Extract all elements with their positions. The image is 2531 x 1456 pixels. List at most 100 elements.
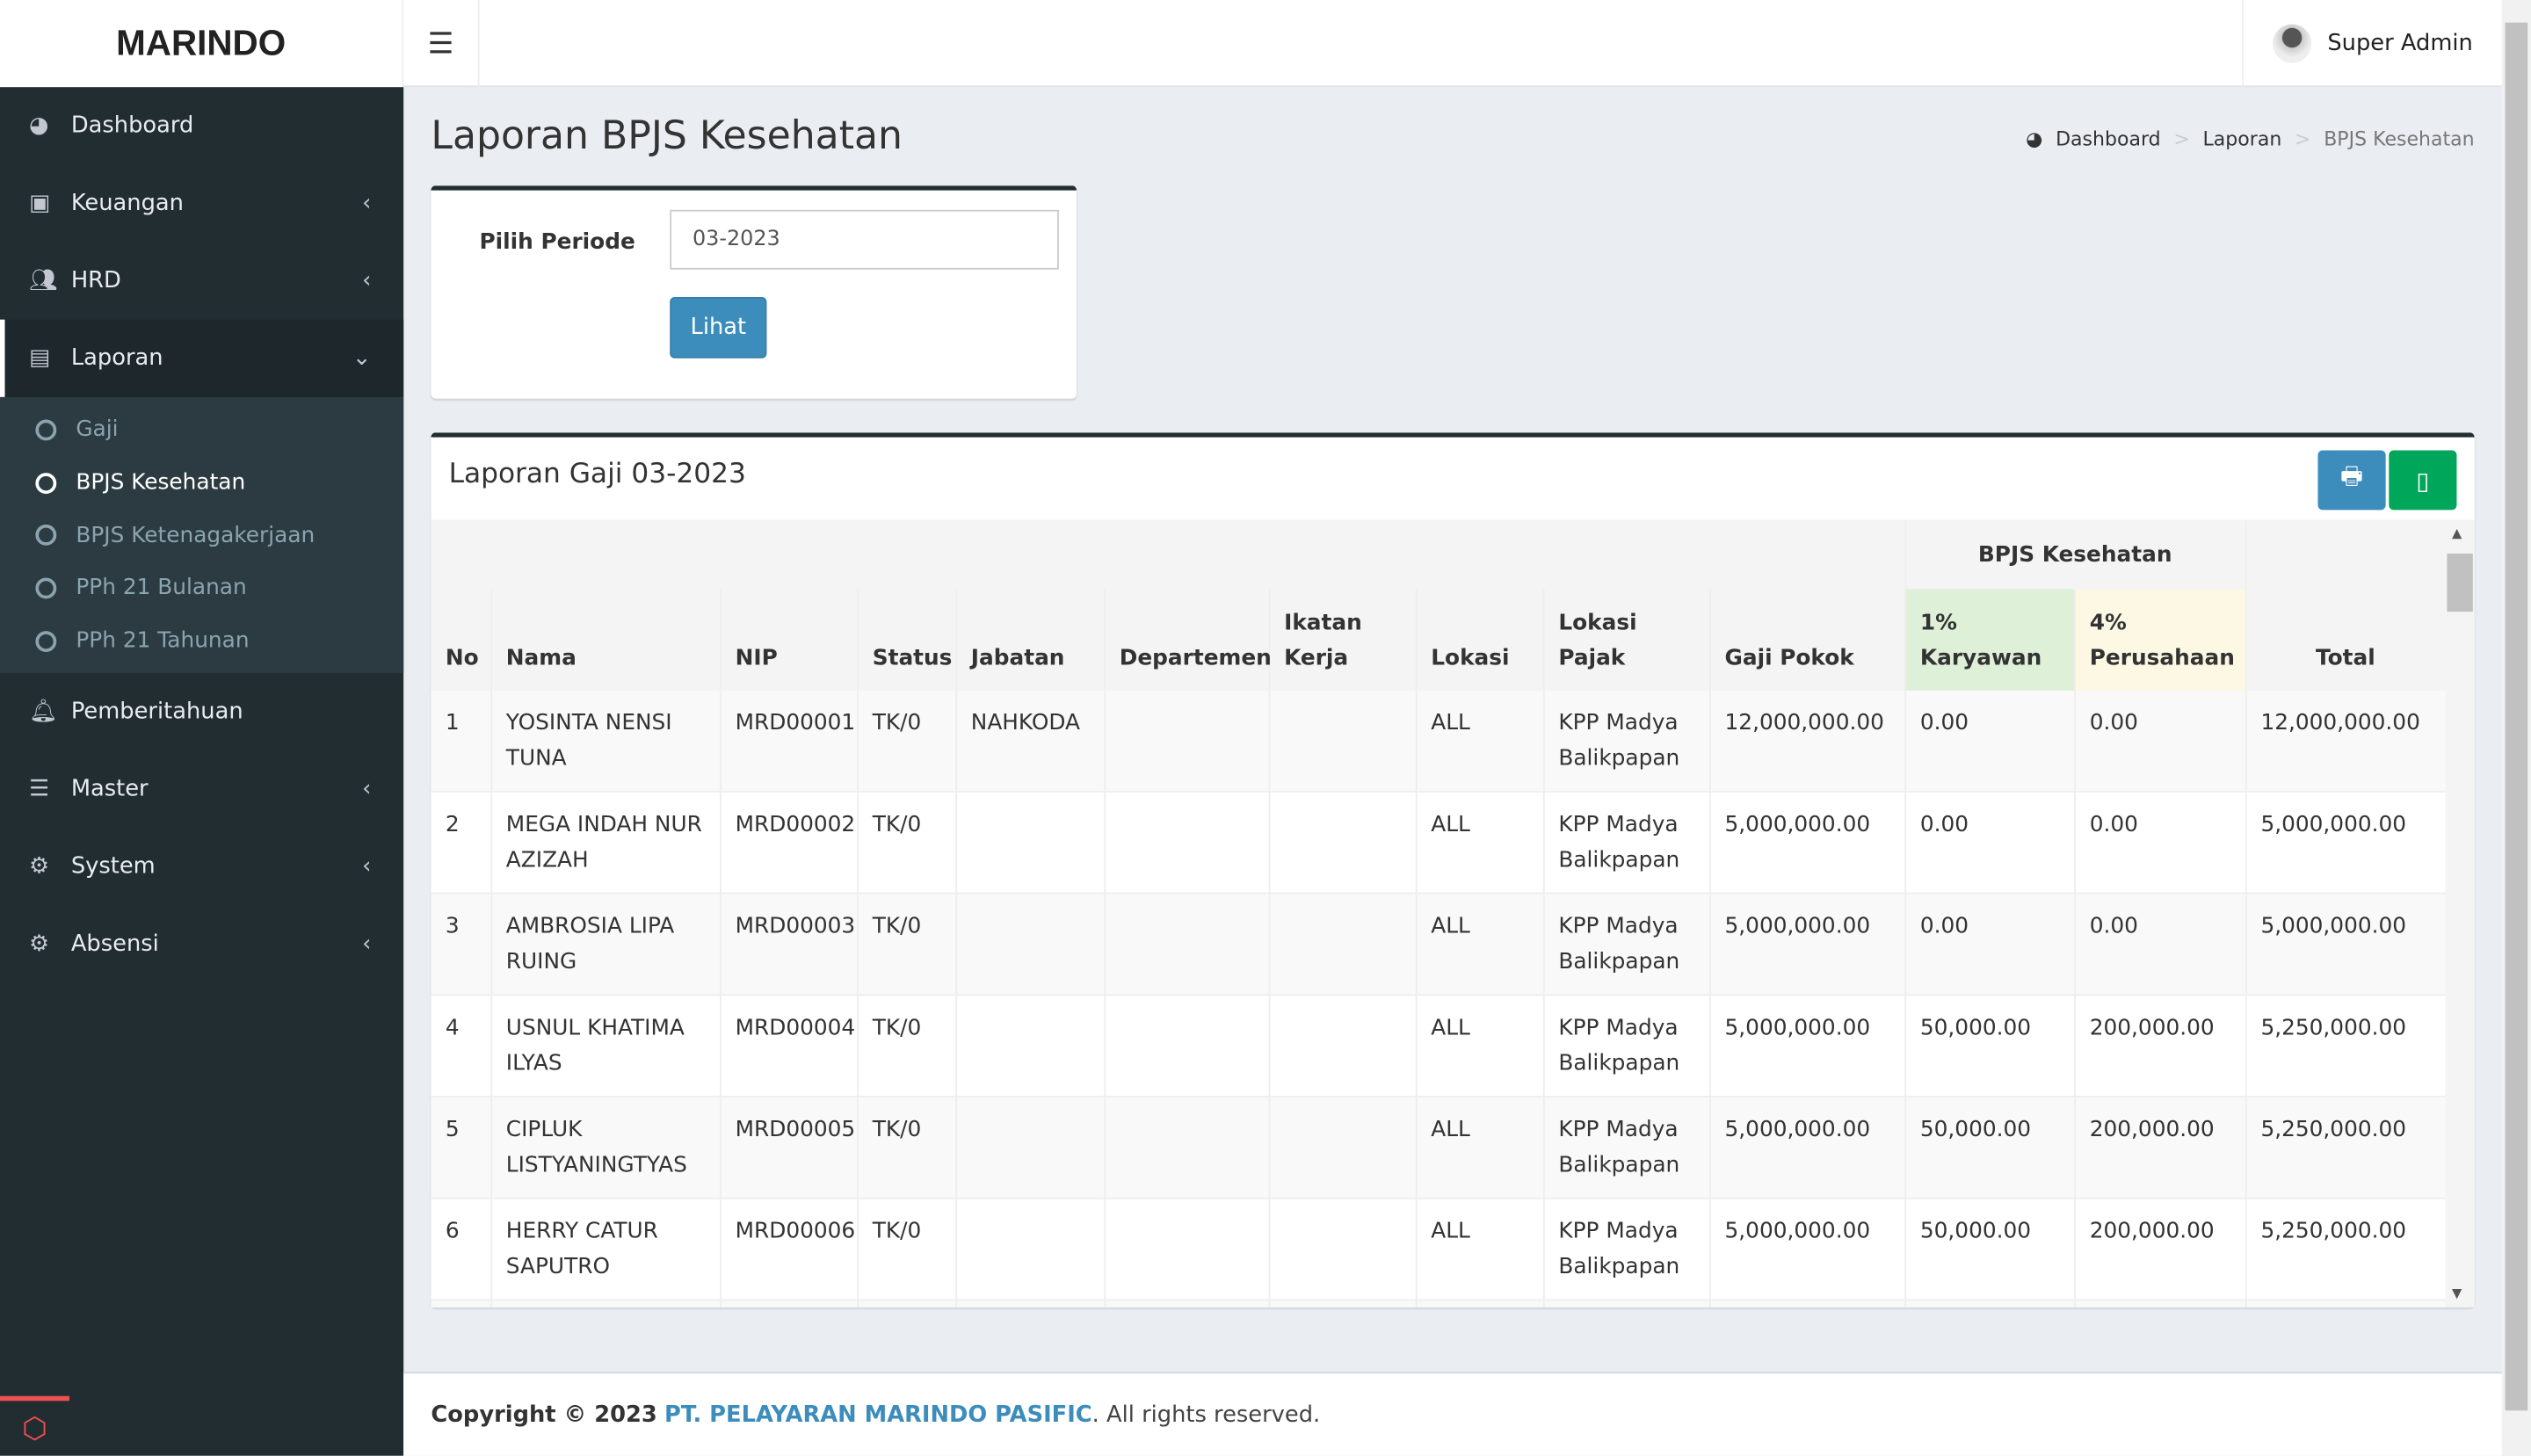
table-cell: 12,000,000.00 bbox=[1709, 691, 1906, 793]
table-cell: 0.00 bbox=[1904, 691, 2076, 793]
sidebar-item-laporan[interactable]: ▤ Laporan ⌄ bbox=[0, 319, 404, 397]
table-cell: 12,000,000.00 bbox=[2245, 691, 2446, 793]
table-cell: HERRY CATUR SAPUTRO bbox=[490, 1198, 722, 1301]
column-header: Total bbox=[2245, 589, 2446, 692]
table-cell bbox=[955, 1198, 1106, 1301]
periode-input[interactable]: 03-2023 bbox=[670, 209, 1059, 270]
breadcrumb-dashboard[interactable]: Dashboard bbox=[2056, 127, 2161, 150]
table-cell: ALL bbox=[1415, 1198, 1544, 1301]
table-cell bbox=[1415, 1300, 1544, 1308]
table-cell bbox=[1268, 893, 1417, 996]
breadcrumb-laporan[interactable]: Laporan bbox=[2202, 127, 2282, 150]
copyright-text: Copyright © 2023 bbox=[431, 1402, 657, 1429]
print-button[interactable]: 🖶 bbox=[2317, 450, 2386, 511]
sidebar-subitem-gaji[interactable]: Gaji bbox=[0, 403, 403, 456]
sidebar-item-hrd[interactable]: 👥︎ HRD ‹ bbox=[0, 243, 403, 320]
sidebar-item-label: HRD bbox=[70, 267, 121, 294]
table-cell: 200,000.00 bbox=[2074, 995, 2246, 1097]
page-scrollbar-thumb[interactable] bbox=[2505, 22, 2528, 1411]
table-cell: 5,000,000.00 bbox=[1709, 893, 1906, 996]
table-cell: ALL bbox=[1415, 791, 1544, 895]
sidebar-subitem-bpjs-kesehatan[interactable]: BPJS Kesehatan bbox=[0, 456, 403, 509]
brand-logo[interactable]: MARINDO bbox=[0, 0, 404, 88]
table-cell bbox=[1542, 1300, 1710, 1308]
table-cell bbox=[490, 1300, 722, 1308]
table-cell bbox=[1268, 1097, 1417, 1199]
menu-toggle-icon[interactable]: ☰ bbox=[403, 0, 480, 88]
scroll-down-icon[interactable]: ▼ bbox=[2451, 1286, 2462, 1301]
sidebar-item-label: Absensi bbox=[70, 931, 159, 958]
export-excel-button[interactable]: ▯ bbox=[2389, 450, 2457, 511]
circle-icon bbox=[35, 525, 57, 547]
table-cell: ALL bbox=[1415, 893, 1544, 996]
company-link[interactable]: PT. PELAYARAN MARINDO PASIFIC bbox=[664, 1402, 1092, 1429]
table-cell: 0.00 bbox=[1904, 893, 2076, 996]
filter-box: Pilih Periode 03-2023 Lihat bbox=[431, 185, 1077, 399]
gear-icon: ⚙ bbox=[29, 931, 50, 958]
sidebar-item-absensi[interactable]: ⚙ Absensi ‹ bbox=[0, 906, 403, 983]
sidebar-item-system[interactable]: ⚙ System ‹ bbox=[0, 829, 403, 906]
sidebar-item-label: Laporan bbox=[70, 345, 163, 372]
table-cell: KPP Madya Balikpapan bbox=[1542, 691, 1710, 793]
chevron-left-icon: ‹ bbox=[362, 267, 372, 294]
table-cell bbox=[1104, 1198, 1270, 1301]
table-cell: MRD00004 bbox=[720, 995, 859, 1097]
table-cell: 5,000,000.00 bbox=[1709, 1198, 1906, 1301]
column-header: Departemen bbox=[1104, 589, 1272, 692]
table-row: 6 HERRY CATUR SAPUTRO MRD00006 TK/0 ALL KPP M… bbox=[431, 1198, 2446, 1301]
sidebar-item-dashboard[interactable]: ◕ Dashboard bbox=[0, 87, 403, 164]
sidebar-item-label: System bbox=[70, 854, 156, 880]
page-scrollbar[interactable] bbox=[2501, 0, 2531, 1456]
table-cell: 50,000.00 bbox=[1904, 1198, 2076, 1301]
table-cell bbox=[2074, 1300, 2246, 1308]
sidebar: ◕ Dashboard ▣ Keuangan ‹ 👥︎ HRD ‹ ▤ Laporan ⌄ G… bbox=[0, 87, 404, 1456]
file-icon: ▤ bbox=[29, 345, 51, 372]
table-cell: MRD00002 bbox=[720, 791, 859, 895]
sidebar-subitem-pph21-bulanan[interactable]: PPh 21 Bulanan bbox=[0, 561, 403, 614]
scrollbar-thumb[interactable] bbox=[2447, 553, 2473, 612]
table-cell: 2 bbox=[431, 791, 492, 895]
table-cell bbox=[1268, 1198, 1417, 1301]
header-spacer bbox=[2245, 519, 2446, 590]
table-cell: 200,000.00 bbox=[2074, 1097, 2246, 1199]
column-header: Jabatan bbox=[955, 589, 1106, 692]
table-cell: TK/0 bbox=[857, 791, 957, 895]
table-cell: 50,000.00 bbox=[1904, 995, 2076, 1097]
table-cell: 5,250,000.00 bbox=[2245, 995, 2446, 1097]
table-cell: KPP Madya Balikpapan bbox=[1542, 995, 1710, 1097]
table-cell: KPP Madya Balikpapan bbox=[1542, 791, 1710, 895]
table-cell bbox=[1104, 691, 1270, 793]
sidebar-item-pemberitahuan[interactable]: 🔔︎ Pemberitahuan bbox=[0, 674, 403, 751]
dashboard-icon: ◕ bbox=[2026, 127, 2043, 150]
periode-label: Pilih Periode bbox=[479, 228, 635, 256]
table-cell bbox=[955, 995, 1106, 1097]
sidebar-item-keuangan[interactable]: ▣ Keuangan ‹ bbox=[0, 164, 403, 242]
sidebar-subitem-pph21-tahunan[interactable]: PPh 21 Tahunan bbox=[0, 614, 403, 667]
lihat-button[interactable]: Lihat bbox=[670, 296, 767, 359]
laravel-debugbar-icon[interactable]: ⬡ bbox=[0, 1395, 69, 1456]
table-cell: NAHKODA bbox=[955, 691, 1106, 793]
table-cell: 6 bbox=[431, 1198, 492, 1301]
table-cell bbox=[1268, 691, 1417, 793]
sidebar-item-master[interactable]: ☰ Master ‹ bbox=[0, 751, 403, 829]
table-cell bbox=[1104, 893, 1270, 996]
scroll-up-icon[interactable]: ▲ bbox=[2451, 525, 2462, 541]
avatar bbox=[2272, 24, 2311, 63]
table-row: 1 YOSINTA NENSI TUNA MRD00001 TK/0 NAHKODA AL… bbox=[431, 691, 2446, 793]
bell-icon: 🔔︎ bbox=[29, 699, 58, 726]
table-row bbox=[431, 1300, 2446, 1308]
table-cell: 0.00 bbox=[2074, 791, 2246, 895]
circle-icon bbox=[35, 630, 57, 652]
table-cell: YOSINTA NENSI TUNA bbox=[490, 691, 722, 793]
table-cell: ALL bbox=[1415, 691, 1544, 793]
subitem-label: BPJS Ketenagakerjaan bbox=[76, 522, 315, 548]
user-menu[interactable]: Super Admin bbox=[2242, 0, 2502, 88]
sidebar-subitem-bpjs-ketenagakerjaan[interactable]: BPJS Ketenagakerjaan bbox=[0, 509, 403, 561]
breadcrumb-separator: > bbox=[2173, 127, 2190, 150]
page-title: Laporan BPJS Kesehatan bbox=[431, 112, 903, 158]
table-scrollbar[interactable]: ▲ ▼ bbox=[2445, 519, 2475, 1308]
table-cell bbox=[1104, 1300, 1270, 1308]
column-header: Lokasi bbox=[1415, 589, 1544, 692]
table-cell bbox=[1268, 791, 1417, 895]
